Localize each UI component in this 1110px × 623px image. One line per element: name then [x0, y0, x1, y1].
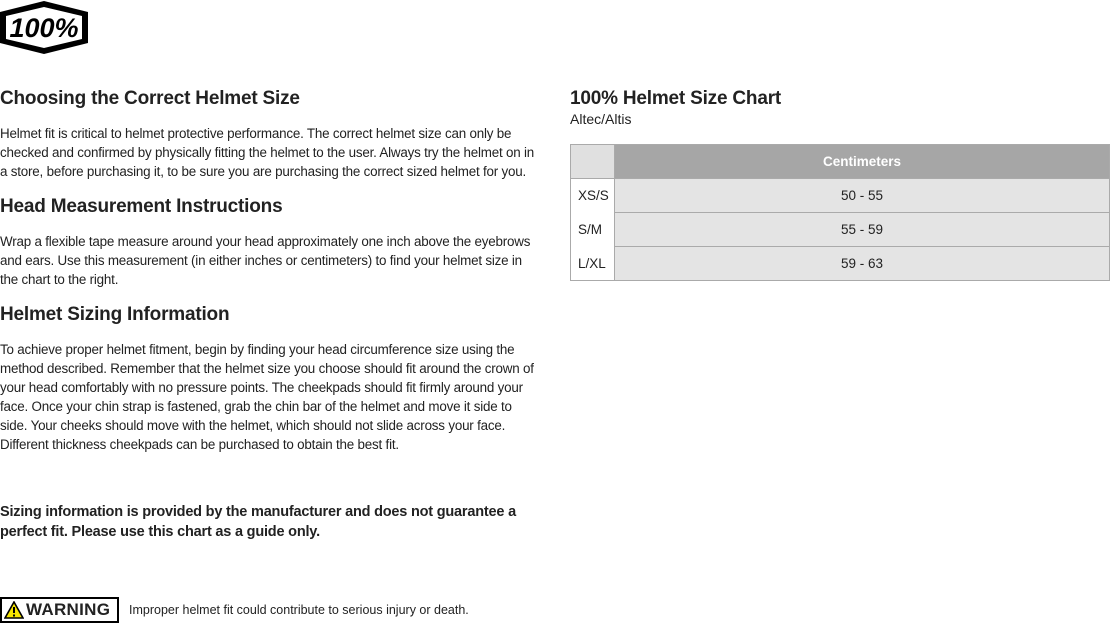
svg-text:100%: 100%	[9, 13, 78, 43]
table-row: L/XL 59 - 63	[570, 246, 1110, 281]
warning-row: WARNING Improper helmet fit could contri…	[0, 597, 469, 623]
section-heading: Helmet Sizing Information	[0, 304, 230, 325]
corner-cell	[570, 144, 615, 179]
chart-subtitle: Altec/Altis	[570, 111, 632, 127]
section-heading: Head Measurement Instructions	[0, 196, 283, 217]
size-chart: 100% Helmet Size Chart Altec/Altis Centi…	[570, 88, 1110, 281]
warning-badge: WARNING	[0, 597, 119, 623]
brand-logo: 100%	[0, 1, 88, 54]
table-header-row: Centimeters	[570, 144, 1110, 179]
chart-title: 100% Helmet Size Chart	[570, 88, 782, 109]
size-cell: L/XL	[570, 246, 615, 281]
sizing-guide: Choosing the Correct Helmet Size Helmet …	[0, 88, 540, 542]
table-row: XS/S 50 - 55	[570, 178, 1110, 213]
section-body: To achieve proper helmet fitment, begin …	[0, 342, 534, 452]
warning-label: WARNING	[26, 600, 111, 619]
table-row: S/M 55 - 59	[570, 212, 1110, 247]
section-heading: Choosing the Correct Helmet Size	[0, 88, 300, 109]
section-body: Helmet fit is critical to helmet protect…	[0, 126, 535, 179]
size-table: Centimeters XS/S 50 - 55 S/M 55 - 59 L/X…	[570, 144, 1110, 281]
cm-cell: 55 - 59	[614, 212, 1110, 247]
warning-icon	[4, 601, 24, 619]
cm-cell: 50 - 55	[614, 178, 1110, 213]
warning-text: Improper helmet fit could contribute to …	[129, 603, 469, 617]
section-body: Wrap a flexible tape measure around your…	[0, 234, 531, 287]
disclaimer: Sizing information is provided by the ma…	[0, 504, 516, 540]
size-cell: XS/S	[570, 178, 615, 213]
cm-cell: 59 - 63	[614, 246, 1110, 281]
size-cell: S/M	[570, 212, 615, 247]
column-header: Centimeters	[614, 144, 1110, 179]
